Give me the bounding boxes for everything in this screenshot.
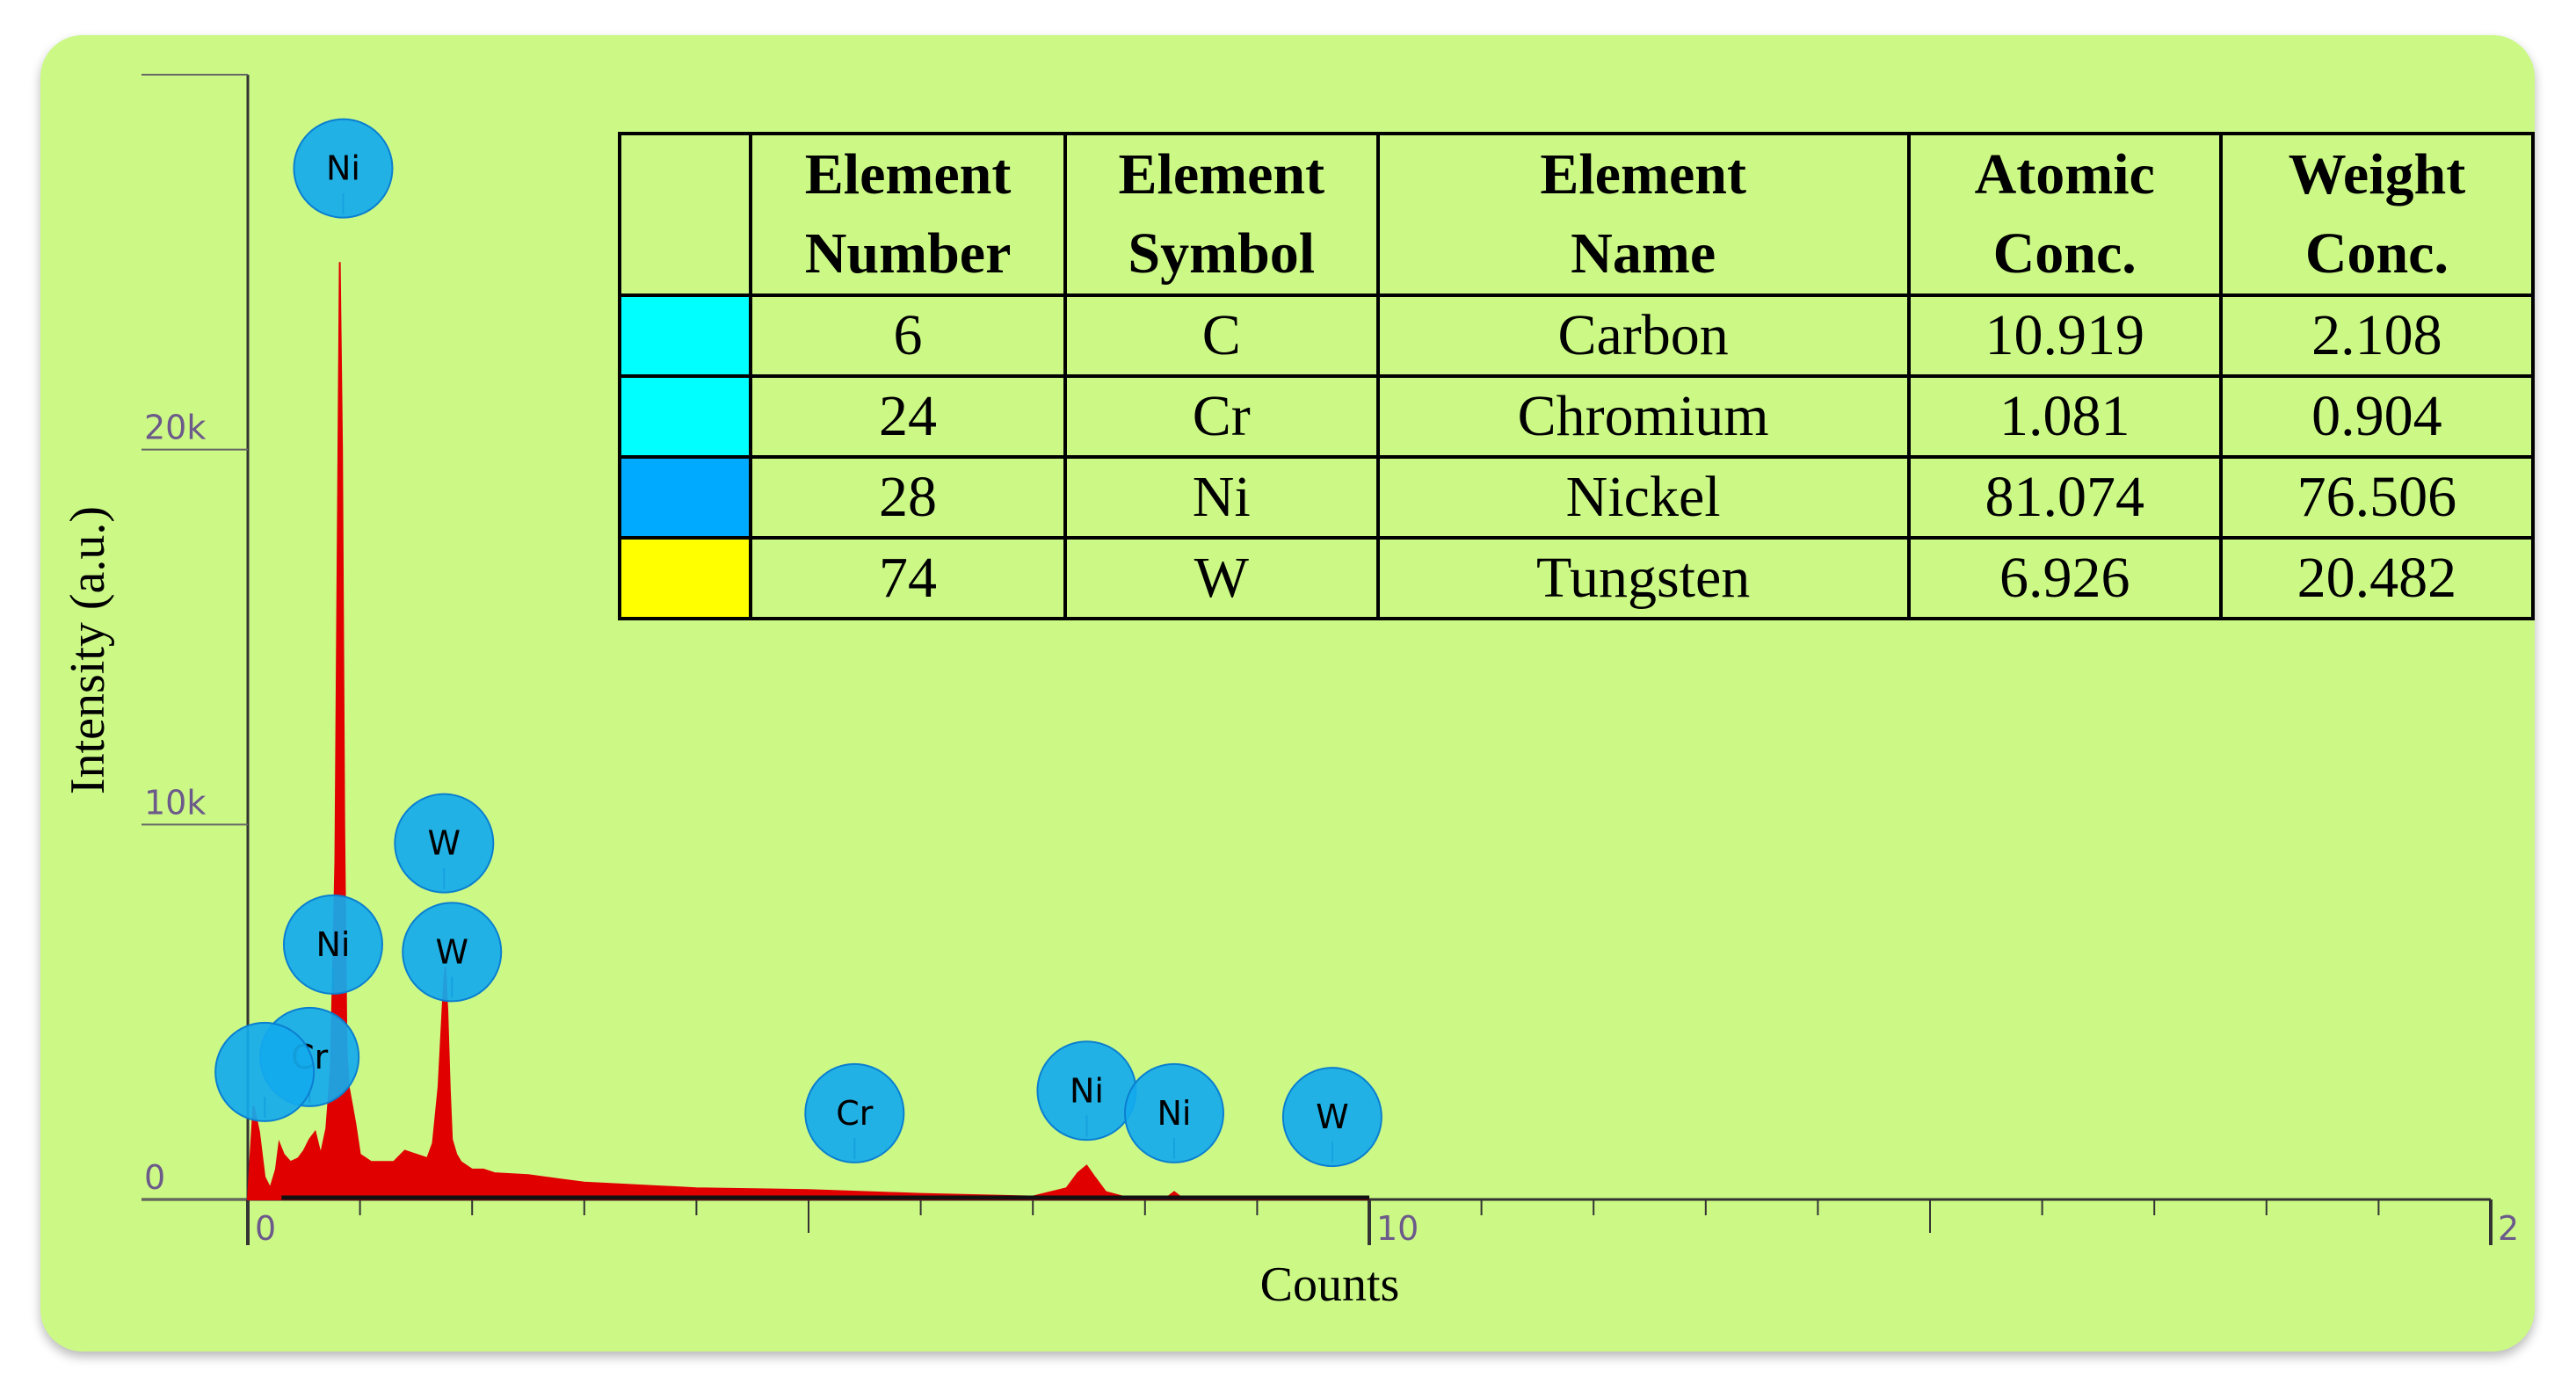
peak-marker-circle (214, 1021, 316, 1122)
cell-atomic: 10.919 (1906, 293, 2223, 378)
cell-symbol: W (1063, 536, 1380, 620)
color-swatch (617, 455, 753, 540)
table-row: 24 Cr Chromium 1.081 0.904 (617, 374, 2536, 459)
cell-weight: 20.482 (2218, 536, 2536, 620)
header-element-symbol: Element Symbol (1063, 132, 1380, 297)
peak-marker: Ni (1123, 1062, 1224, 1163)
y-tick-label: 10k (144, 783, 206, 822)
cell-name: Nickel (1375, 455, 1911, 540)
peak-marker (214, 1021, 316, 1122)
cell-weight: 76.506 (2218, 455, 2536, 540)
cell-number: 6 (749, 293, 1067, 378)
element-composition-table: Element Number Element Symbol Element Name … (617, 132, 2536, 620)
x-tick-label: 0 (255, 1209, 276, 1248)
peak-marker: W (394, 793, 495, 894)
peak-marker: Ni (293, 118, 394, 219)
peak-marker-circle (804, 1062, 905, 1163)
peak-markers: NiNiCrWWCrNiNiW (214, 118, 1382, 1168)
color-swatch (617, 536, 753, 620)
peak-marker-label: W (435, 932, 468, 971)
header-element-name: Element Name (1375, 132, 1911, 297)
color-swatch (617, 293, 753, 378)
cell-name: Carbon (1375, 293, 1911, 378)
peak-marker-label: Cr (836, 1094, 874, 1133)
header-weight-conc: Weight Conc. (2218, 132, 2536, 297)
swatch-header-blank (620, 134, 753, 297)
peak-marker-label: W (428, 824, 461, 863)
peak-marker-circle (282, 894, 383, 995)
cell-number: 28 (749, 455, 1067, 540)
x-tick-label: 2 (2498, 1209, 2519, 1248)
table-header-row: Element Number Element Symbol Element Name … (620, 132, 2536, 297)
cell-atomic: 1.081 (1906, 374, 2223, 459)
y-tick-label: 20k (144, 409, 206, 447)
peak-marker: Cr (804, 1062, 905, 1163)
y-axis-title: Intensity (a.u.) (61, 506, 115, 794)
peak-marker-label: Ni (1157, 1094, 1191, 1133)
cell-symbol: C (1063, 293, 1380, 378)
table-row: 74 W Tungsten 6.926 20.482 (617, 536, 2536, 620)
y-tick-label: 0 (144, 1158, 165, 1197)
cell-name: Tungsten (1375, 536, 1911, 620)
table-row: 28 Ni Nickel 81.074 76.506 (617, 455, 2536, 540)
cell-weight: 0.904 (2218, 374, 2536, 459)
peak-marker: Ni (1036, 1040, 1137, 1141)
peak-marker-label: W (1316, 1098, 1349, 1136)
cell-number: 74 (749, 536, 1067, 620)
cell-symbol: Cr (1063, 374, 1380, 459)
peak-marker-circle (394, 793, 495, 894)
peak-marker-label: Ni (326, 149, 360, 188)
cell-symbol: Ni (1063, 455, 1380, 540)
peak-marker-circle (293, 118, 394, 219)
peak-marker: Ni (282, 894, 383, 995)
color-swatch (617, 374, 753, 459)
peak-marker-label: Ni (1070, 1071, 1104, 1110)
peak-marker-label: Ni (316, 925, 350, 964)
cell-number: 24 (749, 374, 1067, 459)
header-element-number: Element Number (749, 132, 1067, 297)
cell-weight: 2.108 (2218, 293, 2536, 378)
header-atomic-conc: Atomic Conc. (1906, 132, 2223, 297)
cell-atomic: 81.074 (1906, 455, 2223, 540)
peak-marker-circle (1281, 1067, 1382, 1168)
spectrum-area (246, 262, 1370, 1200)
table-row: 6 C Carbon 10.919 2.108 (617, 293, 2536, 378)
x-tick-label: 10 (1376, 1209, 1419, 1248)
cell-atomic: 6.926 (1906, 536, 2223, 620)
peak-marker-circle (402, 902, 503, 1003)
spectrum-series (246, 262, 1370, 1200)
cell-name: Chromium (1375, 374, 1911, 459)
peak-marker: W (1281, 1067, 1382, 1168)
x-axis-title: Counts (1260, 1257, 1400, 1312)
peak-marker-circle (1123, 1062, 1224, 1163)
peak-marker: W (402, 902, 503, 1003)
